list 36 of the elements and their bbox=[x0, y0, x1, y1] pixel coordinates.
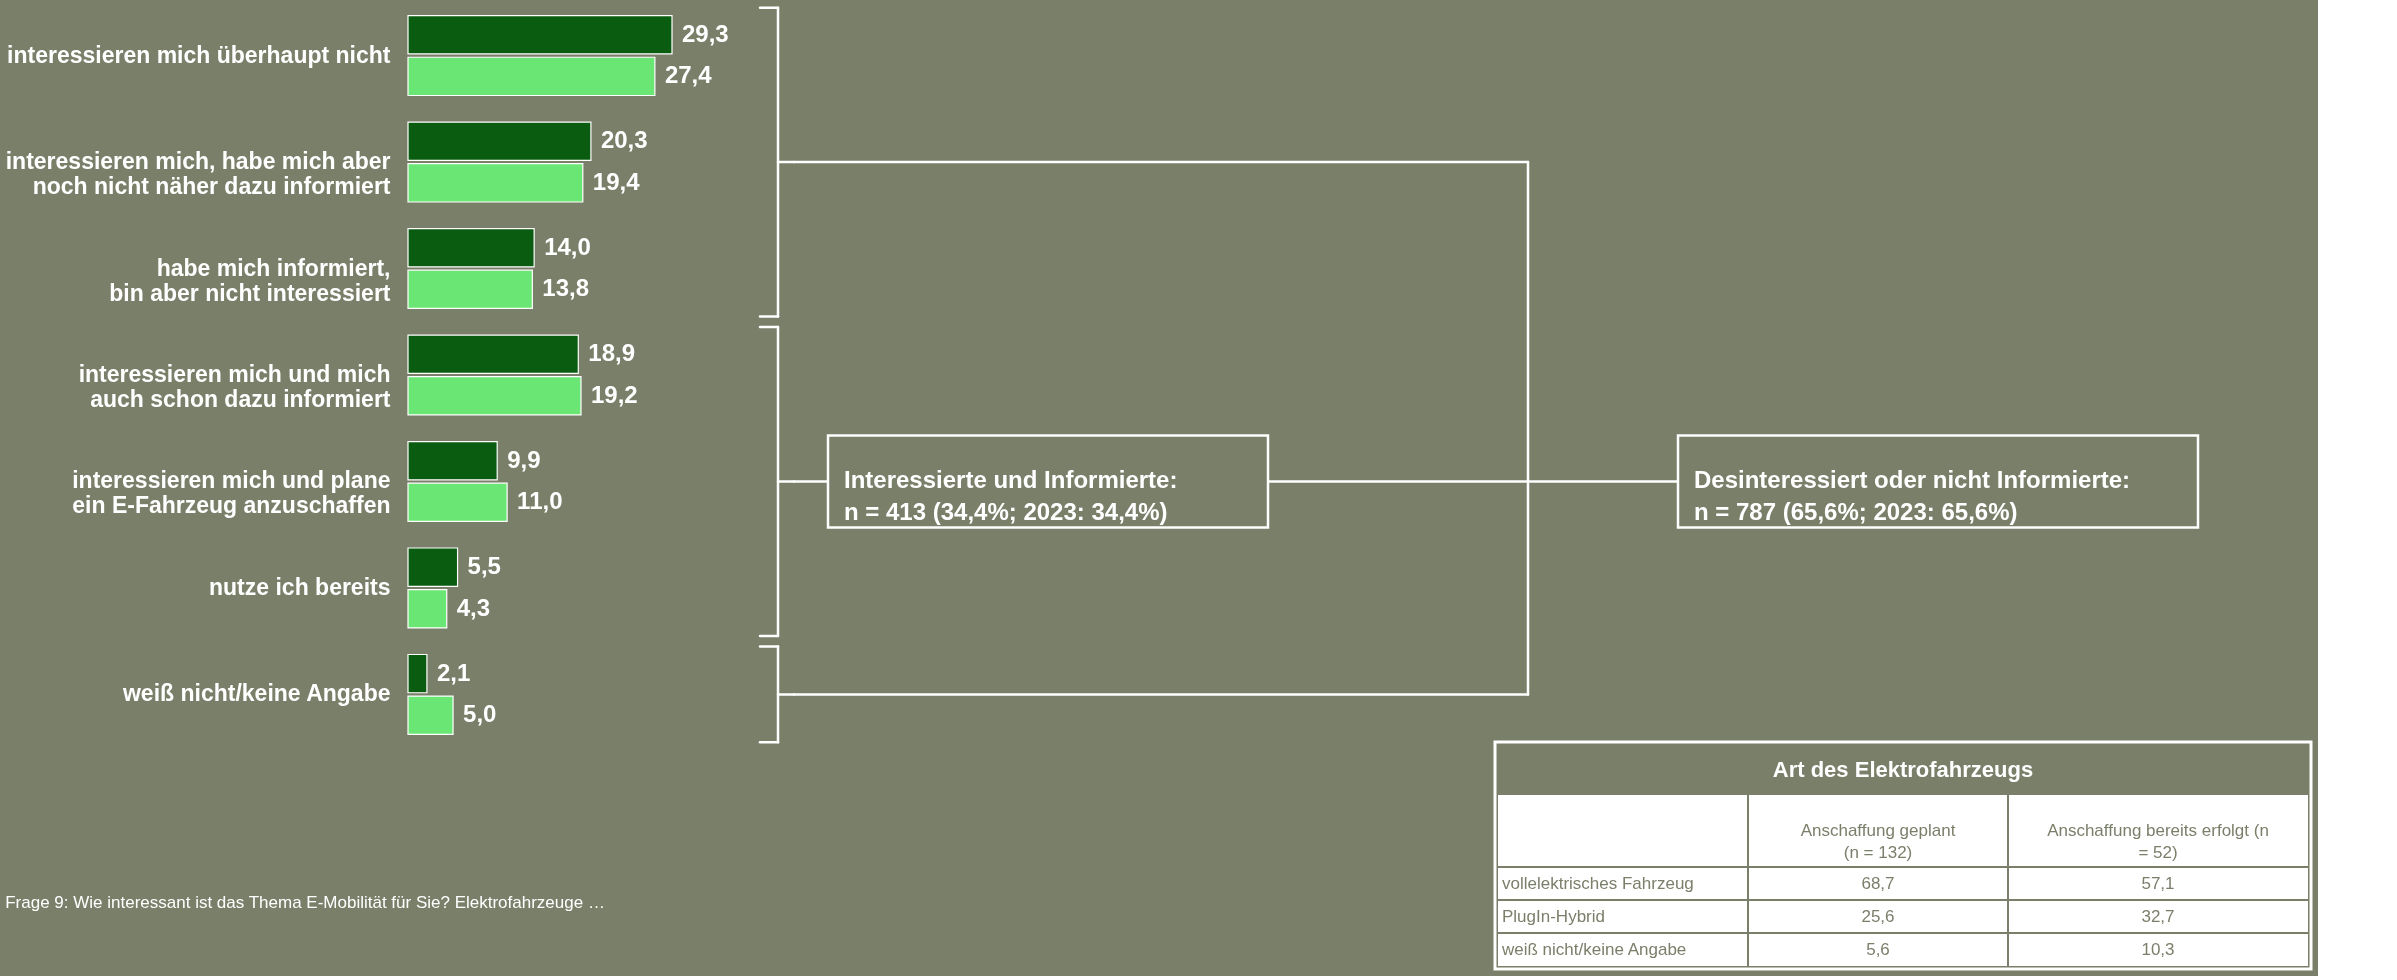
y-tick-label: interessieren mich und mich auch schon dazu informiert bbox=[78, 361, 391, 412]
y-tick-label: interessieren mich, habe mich aber noch nicht näher dazu informiert bbox=[5, 148, 391, 200]
text: 5,6 bbox=[1866, 939, 1890, 959]
y-tick-label: habe mich informiert, bin aber nicht interessiert bbox=[109, 254, 391, 306]
text: Desinteressiert oder nicht Informierte: n = 787 (65,6%; 2023: 65,6%) bbox=[1694, 466, 2131, 526]
text: 32,7 bbox=[2141, 906, 2175, 926]
data-label: 19,4 bbox=[592, 167, 641, 195]
text: Interessierte und Informierte: n = 413 (34,4%; 2023: 34,4%) bbox=[844, 466, 1178, 526]
text: Art des Elektrofahrzeugs bbox=[1772, 757, 2034, 782]
data-label: 4,3 bbox=[456, 593, 491, 621]
text: Anschaffung bereits erfolgt (n = 52) bbox=[2047, 821, 2269, 862]
y-tick-label: weiß nicht/keine Angabe bbox=[121, 680, 391, 707]
data-label: 13,8 bbox=[542, 274, 590, 302]
data-label: 18,9 bbox=[588, 339, 636, 367]
data-label: 29,3 bbox=[682, 19, 729, 47]
text: Frage 9: Wie interessant ist das Thema E-Mobilität für Sie? Elektrofahrzeuge … bbox=[5, 893, 605, 912]
text: weiß nicht/keine Angabe bbox=[1501, 939, 1687, 959]
data-label: 14,0 bbox=[544, 232, 591, 260]
data-label: 27,4 bbox=[664, 61, 713, 89]
data-label: 20,3 bbox=[600, 126, 648, 154]
text: 68,7 bbox=[1861, 873, 1895, 893]
text: 10,3 bbox=[2141, 939, 2175, 959]
y-tick-label: interessieren mich überhaupt nicht bbox=[7, 41, 391, 68]
text: 25,6 bbox=[1861, 906, 1895, 926]
text: PlugIn-Hybrid bbox=[1502, 906, 1605, 926]
y-tick-label: interessieren mich und plane ein E-Fahrzeug anzuschaffen bbox=[72, 467, 391, 519]
data-label: 19,2 bbox=[591, 380, 638, 408]
data-label: 2,1 bbox=[436, 658, 471, 686]
data-label: 5,0 bbox=[463, 700, 497, 728]
text: Anschaffung geplant (n = 132) bbox=[1800, 821, 1956, 862]
text: 57,1 bbox=[2141, 873, 2175, 893]
data-label: 9,9 bbox=[507, 445, 541, 473]
y-tick-label: nutze ich bereits bbox=[209, 573, 391, 600]
data-label: 11,0 bbox=[517, 487, 563, 515]
data-label: 5,5 bbox=[467, 552, 501, 580]
text: vollelektrisches Fahrzeug bbox=[1502, 873, 1694, 893]
